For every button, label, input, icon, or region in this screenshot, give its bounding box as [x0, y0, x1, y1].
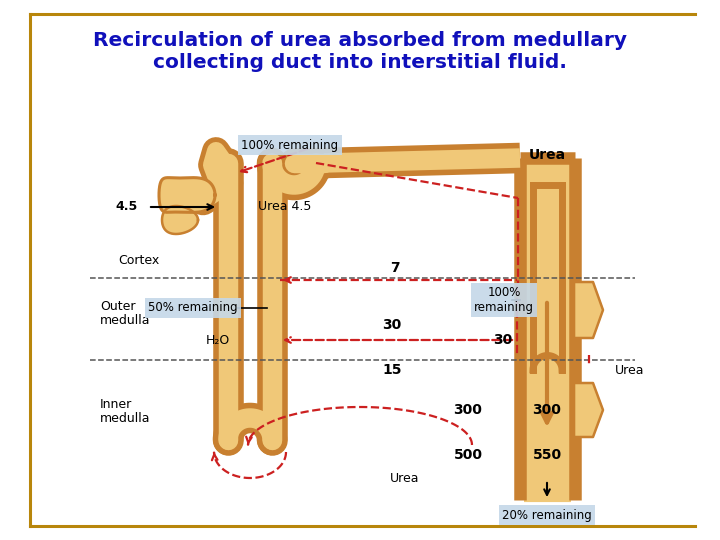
Text: 20% remaining: 20% remaining	[502, 509, 592, 522]
Text: Urea 4.5: Urea 4.5	[258, 200, 311, 213]
Text: 300: 300	[533, 403, 562, 417]
Text: 300: 300	[454, 403, 482, 417]
Text: 100%
remaining: 100% remaining	[474, 286, 534, 314]
Polygon shape	[159, 178, 215, 212]
Text: 500: 500	[454, 448, 482, 462]
Text: 100% remaining: 100% remaining	[241, 138, 338, 152]
Text: 15: 15	[382, 363, 402, 377]
Text: Urea: Urea	[528, 148, 566, 162]
Text: medulla: medulla	[100, 413, 150, 426]
Text: 4.5: 4.5	[116, 200, 138, 213]
Text: medulla: medulla	[100, 314, 150, 327]
Text: 30: 30	[493, 333, 513, 347]
Text: Outer: Outer	[100, 300, 135, 314]
Polygon shape	[162, 206, 198, 234]
Text: 7: 7	[390, 261, 400, 275]
Text: 30: 30	[382, 318, 402, 332]
Text: Urea: Urea	[615, 363, 644, 376]
Text: 50% remaining: 50% remaining	[148, 301, 238, 314]
Text: 550: 550	[532, 448, 562, 462]
Text: Cortex: Cortex	[118, 253, 159, 267]
Text: H₂O: H₂O	[206, 334, 230, 347]
Polygon shape	[576, 383, 603, 437]
Text: Urea: Urea	[390, 471, 420, 484]
Text: collecting duct into interstitial fluid.: collecting duct into interstitial fluid.	[153, 52, 567, 71]
Polygon shape	[576, 282, 603, 338]
Text: Inner: Inner	[100, 399, 132, 411]
Text: Recirculation of urea absorbed from medullary: Recirculation of urea absorbed from medu…	[93, 30, 627, 50]
